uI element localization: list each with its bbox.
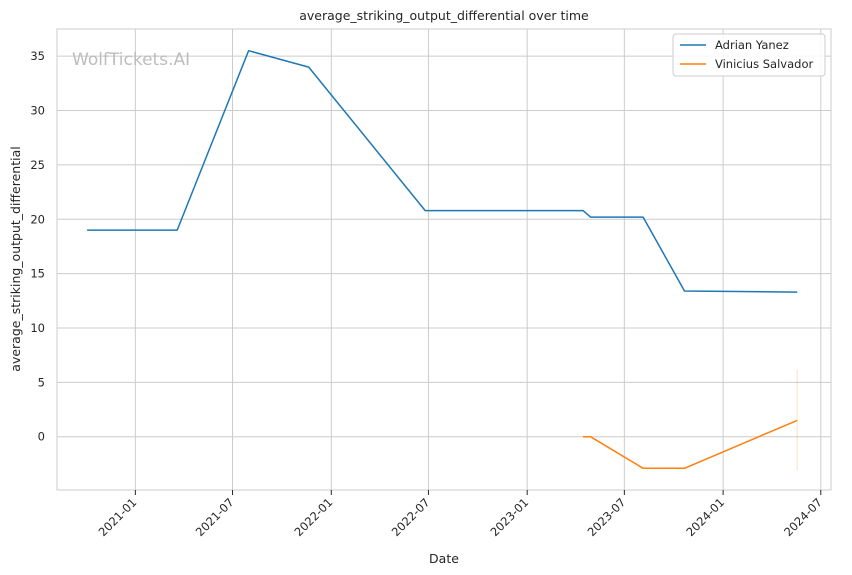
y-tick-label: 25 — [30, 158, 45, 172]
watermark-text: WolfTickets.AI — [72, 50, 190, 70]
series-lines — [87, 49, 798, 471]
y-axis-label: average_striking_output_differential — [8, 146, 23, 371]
y-tick-label: 15 — [30, 267, 45, 281]
plot-frame — [56, 28, 832, 491]
x-tick-label: 2022-01 — [292, 495, 336, 539]
series-line — [87, 49, 798, 293]
y-tick-label: 30 — [30, 104, 45, 118]
x-tick-label: 2023-01 — [487, 495, 531, 539]
legend: Adrian Yanez Vinicius Salvador — [672, 33, 826, 77]
x-axis-ticks: 2021-01 2021-07 2022-01 2022-07 2023-01 2023-… — [96, 490, 825, 539]
x-tick-label: 2021-01 — [96, 495, 140, 539]
x-tick-label: 2024-01 — [683, 495, 727, 539]
y-tick-label: 0 — [38, 430, 45, 444]
series-line — [583, 419, 798, 470]
x-tick-label: 2022-07 — [389, 495, 433, 539]
y-tick-label: 35 — [30, 49, 45, 63]
chart-title: average_striking_output_differential ove… — [299, 8, 589, 23]
grid — [57, 29, 831, 490]
y-tick-label: 5 — [38, 375, 45, 389]
x-tick-label: 2024-07 — [781, 495, 825, 539]
legend-box — [672, 33, 826, 77]
y-axis-ticks: 0 5 10 15 20 25 30 35 — [30, 49, 45, 444]
x-tick-label: 2021-07 — [193, 495, 237, 539]
legend-label: Adrian Yanez — [715, 38, 789, 52]
y-tick-label: 10 — [30, 321, 45, 335]
x-axis-label: Date — [429, 551, 459, 566]
legend-label: Vinicius Salvador — [715, 57, 813, 71]
y-tick-label: 20 — [30, 212, 45, 226]
x-tick-label: 2023-07 — [585, 495, 629, 539]
